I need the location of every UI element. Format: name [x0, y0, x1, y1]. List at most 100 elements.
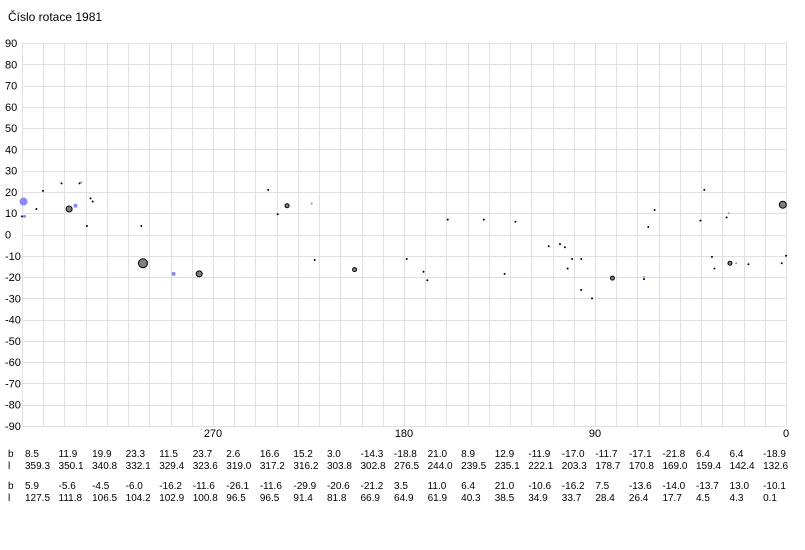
data-point — [566, 267, 569, 270]
data-point — [591, 297, 594, 300]
table-cell-b: 11.0 — [428, 481, 447, 492]
table-cell-b: 23.7 — [193, 449, 213, 460]
table-cell-l: 0.1 — [763, 493, 777, 504]
data-point — [725, 216, 728, 219]
data-point — [405, 257, 408, 260]
data-point — [580, 288, 583, 291]
y-tick-label: 60 — [5, 102, 17, 114]
data-point — [580, 257, 583, 260]
data-point — [195, 270, 203, 278]
table-cell-b: -18.9 — [763, 449, 786, 460]
data-point — [65, 205, 73, 213]
data-point — [780, 262, 783, 265]
data-point — [747, 263, 750, 266]
x-tick-label: 0 — [783, 428, 789, 440]
table-cell-l: 340.8 — [92, 461, 117, 472]
data-point — [563, 246, 566, 249]
data-point — [653, 209, 656, 212]
y-tick-label: 40 — [5, 144, 17, 156]
table-cell-b: -29.9 — [293, 481, 316, 492]
table-cell-l: 100.8 — [193, 493, 218, 504]
table-cell-b: -11.6 — [193, 481, 215, 492]
y-tick-label: -40 — [5, 315, 21, 327]
data-point — [514, 220, 517, 223]
data-point — [19, 197, 28, 206]
y-tick-label: 80 — [5, 59, 17, 71]
data-point — [547, 245, 550, 248]
table-cell-l: 38.5 — [495, 493, 515, 504]
table-cell-l: 303.8 — [327, 461, 352, 472]
table-cell-l: 81.8 — [327, 493, 347, 504]
y-tick-label: -90 — [5, 421, 21, 433]
data-point — [140, 224, 143, 227]
table-cell-l: 102.9 — [159, 493, 184, 504]
data-point — [21, 215, 23, 218]
table-cell-l: 61.9 — [428, 493, 448, 504]
table-cell-l: 323.6 — [193, 461, 218, 472]
table-cell-b: -10.6 — [528, 481, 551, 492]
y-tick-label: 20 — [5, 187, 17, 199]
data-point — [503, 272, 506, 275]
y-tick-label: -20 — [5, 272, 21, 284]
table-cell-l: 96.5 — [260, 493, 280, 504]
data-point — [23, 214, 27, 218]
table-row-l-label: l — [8, 493, 10, 504]
table-cell-l: 111.8 — [59, 493, 83, 504]
data-point — [352, 267, 358, 273]
table-cell-b: -6.0 — [126, 481, 144, 492]
table-cell-b: -11.9 — [528, 449, 550, 460]
table-cell-b: 6.4 — [461, 481, 475, 492]
table-cell-b: -14.0 — [662, 481, 685, 492]
data-point — [558, 243, 561, 246]
table-cell-l: 64.9 — [394, 493, 414, 504]
table-cell-l: 40.3 — [461, 493, 481, 504]
data-point — [35, 207, 38, 210]
data-point — [267, 188, 270, 191]
table-cell-l: 235.1 — [495, 461, 520, 472]
table-cell-b: 16.6 — [260, 449, 280, 460]
table-cell-b: -26.1 — [226, 481, 249, 492]
table-cell-l: 319.0 — [226, 461, 251, 472]
table-cell-b: 3.0 — [327, 449, 341, 460]
data-point — [643, 278, 646, 281]
table-cell-l: 127.5 — [25, 493, 50, 504]
y-tick-label: -50 — [5, 336, 21, 348]
data-point — [703, 188, 706, 191]
table-cell-l: 33.7 — [562, 493, 582, 504]
data-point — [313, 259, 316, 262]
data-point — [422, 270, 425, 273]
table-cell-b: -21.8 — [662, 449, 685, 460]
data-point — [785, 254, 787, 257]
table-cell-l: 34.9 — [528, 493, 548, 504]
data-point — [713, 267, 716, 270]
data-point — [85, 224, 88, 227]
table-cell-l: 178.7 — [595, 461, 620, 472]
data-point — [571, 257, 574, 260]
data-point — [78, 182, 81, 185]
y-tick-label: -60 — [5, 357, 21, 369]
data-point — [80, 181, 83, 184]
data-point — [778, 200, 787, 209]
y-tick-label: -30 — [5, 293, 21, 305]
table-cell-l: 329.4 — [159, 461, 184, 472]
y-tick-label: -10 — [5, 251, 21, 263]
table-cell-l: 239.5 — [461, 461, 486, 472]
data-point — [89, 197, 92, 200]
table-cell-b: -14.3 — [361, 449, 384, 460]
table-cell-l: 66.9 — [361, 493, 381, 504]
data-point — [60, 182, 63, 185]
table-cell-b: -16.2 — [562, 481, 585, 492]
table-cell-l: 316.2 — [293, 461, 318, 472]
table-cell-b: 5.9 — [25, 481, 39, 492]
table-cell-b: -18.8 — [394, 449, 417, 460]
y-tick-label: 70 — [5, 81, 17, 93]
table-cell-b: 6.4 — [730, 449, 744, 460]
table-row-b-label: b — [8, 449, 14, 460]
data-point — [310, 202, 313, 205]
table-cell-b: 11.5 — [159, 449, 178, 460]
table-cell-l: 169.0 — [662, 461, 687, 472]
table-cell-l: 106.5 — [92, 493, 117, 504]
y-tick-label: 90 — [5, 38, 17, 50]
table-cell-l: 104.2 — [126, 493, 151, 504]
table-cell-b: -20.6 — [327, 481, 350, 492]
